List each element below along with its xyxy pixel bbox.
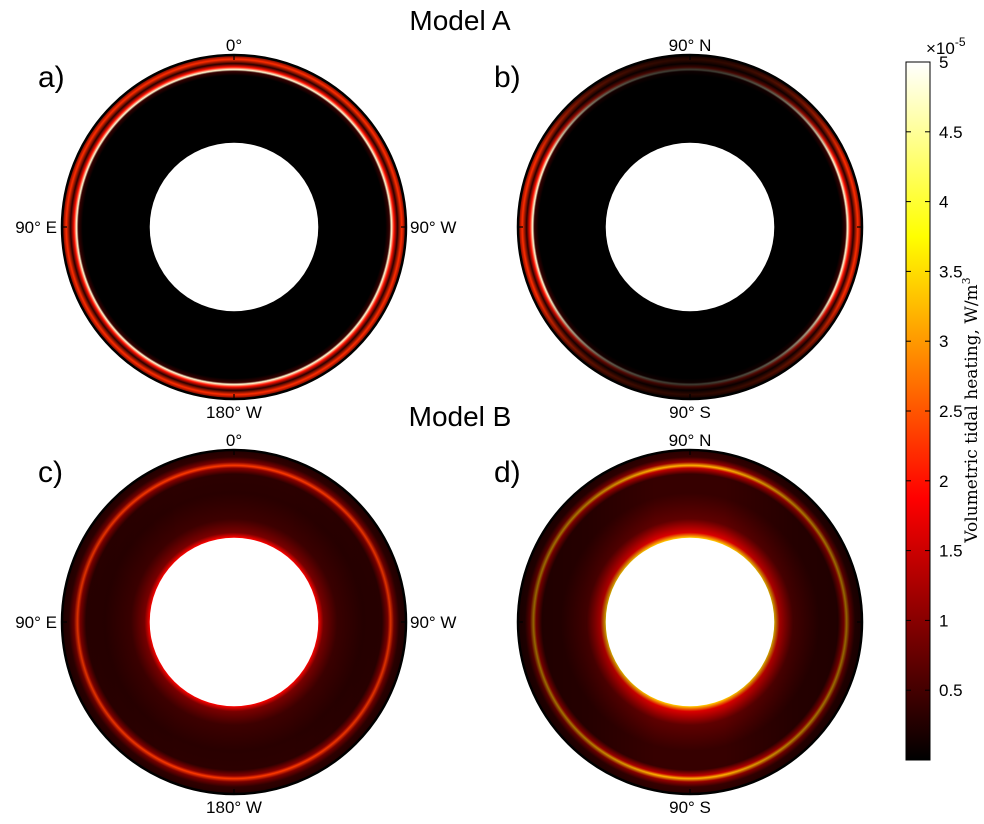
tick-label-d-bottom: 90° S <box>669 798 711 817</box>
tick-label-c-left: 90° E <box>15 613 57 632</box>
core-c <box>149 537 319 707</box>
tick-label-a-bottom: 180° W <box>206 403 262 422</box>
colorbar-tick-label-1: 1 <box>939 611 948 630</box>
panel-d: d) 90° N 90° S <box>494 431 864 817</box>
model-a-title: Model A <box>409 5 510 36</box>
core-a <box>149 142 319 312</box>
tick-label-b-bottom: 90° S <box>669 403 711 422</box>
colorbar-tick-label-5: 3 <box>939 332 948 351</box>
panel-label-b: b) <box>494 61 521 94</box>
panel-b: b) 90° N 90° S <box>494 36 864 422</box>
tick-label-a-right: 90° W <box>410 218 456 237</box>
colorbar-tick-label-6: 3.5 <box>939 262 963 281</box>
colorbar-tick-label-7: 4 <box>939 193 948 212</box>
panel-label-a: a) <box>38 61 65 94</box>
tick-label-b-top: 90° N <box>669 36 712 55</box>
tick-label-d-top: 90° N <box>669 431 712 450</box>
tick-label-a-left: 90° E <box>15 218 57 237</box>
tick-label-a-top: 0° <box>226 36 242 55</box>
colorbar-exponent: ×10-5 <box>926 35 966 58</box>
panel-a: a) 0° 180° W 90° E 90° W <box>15 36 456 422</box>
colorbar-tick-label-9: 5 <box>939 53 948 72</box>
colorbar-tick-label-8: 4.5 <box>939 123 963 142</box>
colorbar: 0.5 1 1.5 2 2.5 3 3.5 4 4.5 5 ×10-5 Volumetric ti… <box>905 35 982 761</box>
colorbar-ticks: 0.5 1 1.5 2 2.5 3 3.5 4 4.5 5 <box>906 53 963 700</box>
tick-label-c-top: 0° <box>226 431 242 450</box>
tick-label-c-right: 90° W <box>410 613 456 632</box>
core-b <box>605 142 775 312</box>
colorbar-tick-label-3: 2 <box>939 472 948 491</box>
panel-label-c: c) <box>38 456 63 489</box>
panel-label-d: d) <box>494 456 521 489</box>
colorbar-tick-label-4: 2.5 <box>939 402 963 421</box>
panel-c: c) 0° 180° W 90° E 90° W <box>15 431 456 817</box>
colorbar-tick-label-2: 1.5 <box>939 542 963 561</box>
model-b-title: Model B <box>409 401 512 432</box>
tick-label-c-bottom: 180° W <box>206 798 262 817</box>
colorbar-label: Volumetric tidal heating, W/m3 <box>960 277 982 543</box>
core-d <box>605 537 775 707</box>
colorbar-tick-label-0: 0.5 <box>939 681 963 700</box>
